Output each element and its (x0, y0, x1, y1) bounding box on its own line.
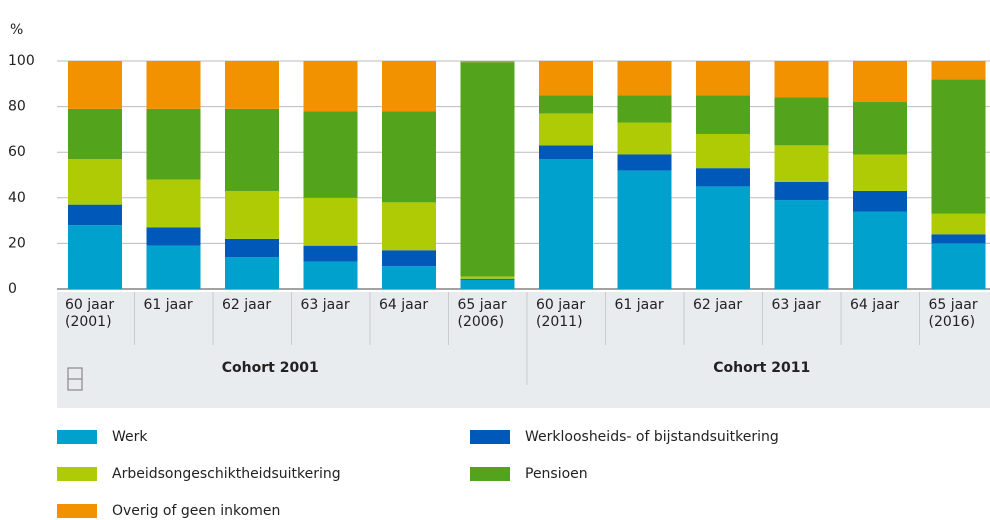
bar-segment (539, 113, 593, 146)
bar-segment (696, 168, 750, 187)
x-tick-label: 64 jaar (850, 297, 900, 313)
bar-segment (617, 61, 672, 96)
bar-segment (225, 238, 279, 258)
bar-segment (68, 108, 122, 160)
y-tick-label: 100 (8, 53, 35, 69)
bar-segment (225, 61, 279, 109)
legend-label: Pensioen (525, 466, 588, 482)
bar-segment (853, 190, 907, 212)
legend-swatch (57, 467, 97, 481)
bar-segment (225, 190, 279, 239)
y-tick-label: 60 (8, 144, 26, 160)
bar-segment (931, 213, 986, 235)
bar-segment (146, 108, 201, 180)
bar-segment (382, 266, 436, 289)
legend-label: Werkloosheids- of bijstandsuitkering (525, 429, 779, 445)
bar-segment (617, 170, 672, 289)
bar-segment (146, 61, 201, 109)
bar-segment (931, 79, 986, 214)
bar-segment (539, 145, 593, 160)
bar-segment (774, 181, 829, 201)
bar-segment (460, 278, 515, 280)
bar-segment (774, 97, 829, 146)
bar-segment (225, 108, 279, 191)
x-tick-label: 65 jaar (2016) (928, 297, 978, 330)
bar-segment (853, 154, 907, 191)
legend-swatch (57, 430, 97, 444)
legend-label: Werk (112, 429, 148, 445)
cbs-logo (67, 367, 83, 391)
bar-segment (146, 227, 201, 246)
legend-label: Arbeidsongeschiktheidsuitkering (112, 466, 341, 482)
bar-segment (774, 61, 829, 98)
x-tick-label: 61 jaar (614, 297, 664, 313)
bar-segment (303, 197, 358, 246)
x-tick-label: 65 jaar (2006) (457, 297, 507, 330)
y-axis-label: % (10, 22, 23, 38)
y-tick-label: 20 (8, 235, 26, 251)
group-label: Cohort 2001 (222, 360, 319, 376)
bar-segment (382, 61, 436, 112)
bar-segment (696, 95, 750, 134)
legend-swatch (470, 467, 510, 481)
bar-segment (539, 95, 593, 114)
group-label: Cohort 2011 (713, 360, 810, 376)
bar-segment (303, 245, 358, 262)
legend-label: Overig of geen inkomen (112, 503, 280, 519)
bar-segment (225, 257, 279, 289)
bar-segment (539, 159, 593, 289)
bar-segment (382, 111, 436, 203)
bar-segment (853, 211, 907, 289)
legend-swatch (470, 430, 510, 444)
x-tick-label: 62 jaar (693, 297, 743, 313)
bar-segment (460, 276, 515, 279)
bar-segment (696, 61, 750, 96)
y-tick-label: 40 (8, 190, 26, 206)
bar-segment (617, 154, 672, 171)
bar-segment (460, 61, 515, 63)
y-tick-label: 80 (8, 99, 26, 115)
bar-segment (460, 62, 515, 277)
bar-segment (382, 250, 436, 267)
legend-swatch (57, 504, 97, 518)
bar-segment (696, 133, 750, 169)
bar-segment (303, 61, 358, 112)
bar-segment (303, 111, 358, 198)
bar-segment (617, 122, 672, 155)
bar-segment (68, 159, 122, 205)
x-tick-label: 60 jaar (2001) (65, 297, 115, 330)
bar-segment (931, 243, 986, 289)
bar-segment (146, 179, 201, 228)
x-tick-label: 64 jaar (379, 297, 429, 313)
bar-segment (68, 204, 122, 226)
x-tick-label: 63 jaar (771, 297, 821, 313)
bar-segment (68, 61, 122, 109)
bar-segment (617, 95, 672, 123)
x-tick-label: 60 jaar (2011) (536, 297, 586, 330)
bar-segment (853, 61, 907, 103)
bar-segment (460, 279, 515, 289)
bar-segment (853, 102, 907, 155)
bar-segment (774, 200, 829, 289)
bar-segment (303, 261, 358, 289)
bar-segment (931, 61, 986, 80)
x-tick-label: 61 jaar (143, 297, 193, 313)
bar-segment (146, 245, 201, 289)
bar-segment (382, 202, 436, 251)
bar-segment (774, 145, 829, 182)
bar-segment (539, 61, 593, 96)
x-tick-label: 62 jaar (222, 297, 272, 313)
x-tick-label: 63 jaar (300, 297, 350, 313)
bar-segment (931, 234, 986, 244)
bar-segment (696, 186, 750, 289)
y-tick-label: 0 (8, 281, 17, 297)
bar-segment (68, 225, 122, 289)
